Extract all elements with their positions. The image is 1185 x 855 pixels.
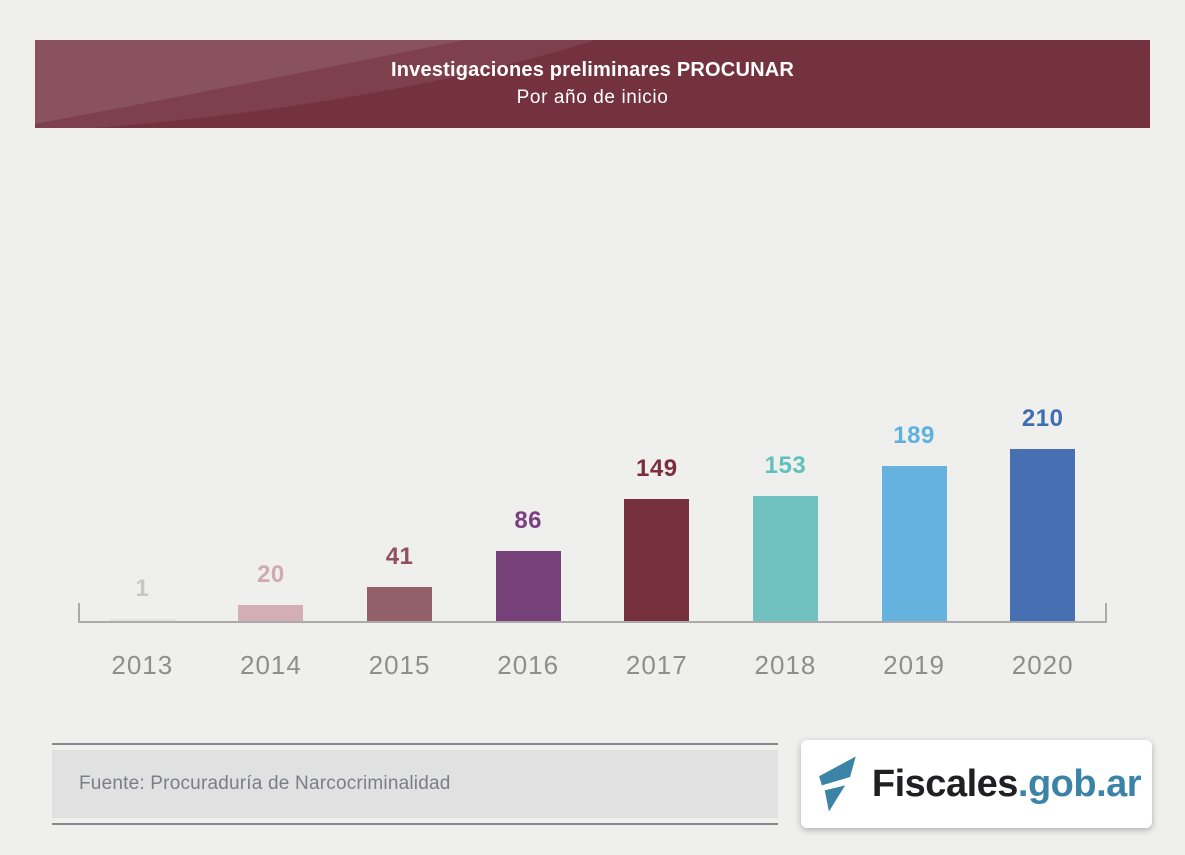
bar-value-label-2020: 210 <box>1021 405 1064 432</box>
bar-value-label-2014: 20 <box>257 561 285 588</box>
bar-slot-2017: 149 2017 <box>593 380 722 680</box>
bar-2013 <box>109 619 175 621</box>
source-divider-bottom <box>52 823 778 825</box>
bar-slot-2016: 86 2016 <box>464 380 593 680</box>
source-footer: Fuente: Procuraduría de Narcocriminalida… <box>52 743 778 825</box>
x-axis-label-2018: 2018 <box>754 650 817 680</box>
source-box: Fuente: Procuraduría de Narcocriminalida… <box>52 750 778 818</box>
page-subtitle: Por año de inicio <box>516 87 669 108</box>
plot-area: 1 2013 20 2014 41 2015 86 2016 149 2017 153 2018 189… <box>78 380 1107 680</box>
source-label: Fuente: Procuraduría de Narcocriminalida… <box>79 773 451 794</box>
x-axis-label-2017: 2017 <box>625 650 688 680</box>
fiscales-flag-icon <box>818 756 856 812</box>
bar-2020 <box>1010 449 1076 621</box>
fiscales-logo-card: Fiscales.gob.ar <box>801 740 1152 828</box>
bar-value-label-2019: 189 <box>893 422 935 449</box>
axis-tick-left <box>78 603 80 621</box>
x-axis-label-2019: 2019 <box>883 650 945 680</box>
header-banner: Investigaciones preliminares PROCUNAR Po… <box>35 40 1150 128</box>
bar-value-label-2015: 41 <box>385 543 414 570</box>
bar-value-label-2017: 149 <box>636 455 678 482</box>
x-axis-label-2016: 2016 <box>497 650 560 680</box>
bar-2019 <box>881 466 947 621</box>
source-divider-top <box>52 743 778 745</box>
bar-slot-2020: 210 2020 <box>978 380 1107 680</box>
bar-value-label-2013: 1 <box>135 575 150 602</box>
bar-2016 <box>495 551 561 621</box>
page-title: Investigaciones preliminares PROCUNAR <box>390 59 795 81</box>
bar-2015 <box>367 587 433 621</box>
x-axis-label-2020: 2020 <box>1011 650 1074 680</box>
logo-brand-text: Fiscales <box>871 762 1019 805</box>
x-axis-label-2013: 2013 <box>111 650 174 680</box>
axis-tick-right <box>1105 603 1107 621</box>
bar-slot-2013: 1 2013 <box>78 380 207 680</box>
bar-slot-2018: 153 2018 <box>721 380 850 680</box>
bar-2018 <box>752 496 818 621</box>
bar-slot-2019: 189 2019 <box>850 380 979 680</box>
bar-2014 <box>238 605 304 621</box>
logo-suffix-text: .gob.ar <box>1017 762 1142 805</box>
bar-slot-2015: 41 2015 <box>335 380 464 680</box>
x-axis-label-2015: 2015 <box>368 650 431 680</box>
bar-value-label-2018: 153 <box>764 452 807 479</box>
banner-decoration <box>35 40 595 128</box>
bar-2017 <box>624 499 690 621</box>
x-axis-label-2014: 2014 <box>240 650 302 680</box>
bar-slot-2014: 20 2014 <box>207 380 336 680</box>
bar-value-label-2016: 86 <box>514 507 543 534</box>
logo-wordmark: Fiscales.gob.ar <box>871 762 1142 806</box>
